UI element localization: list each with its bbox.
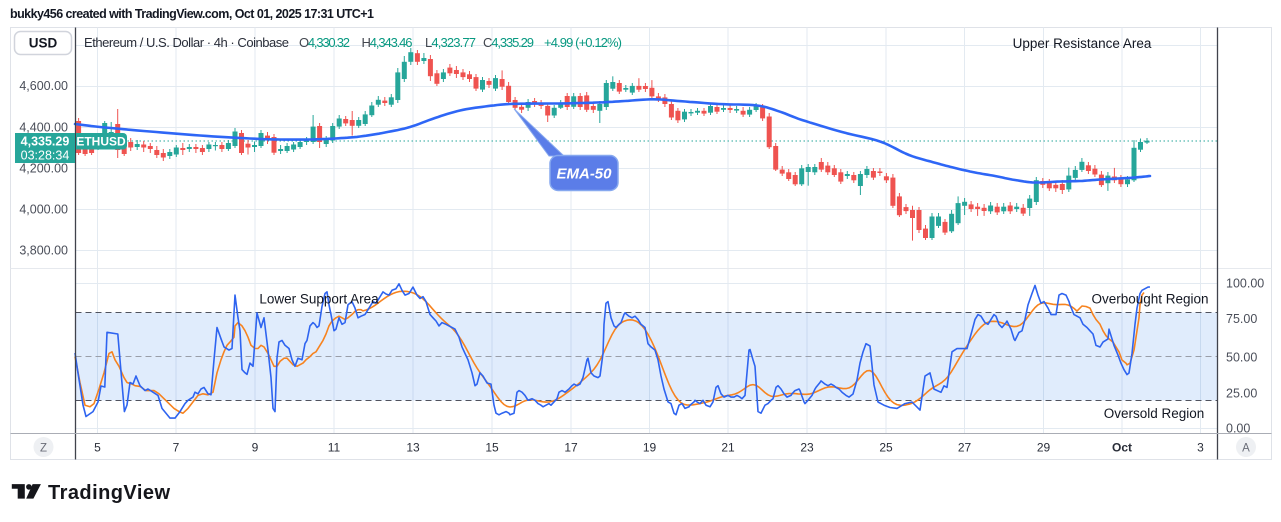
svg-text:25: 25	[879, 441, 893, 455]
svg-text:4,400.00: 4,400.00	[19, 121, 68, 135]
svg-text:O4,330.32: O4,330.32	[299, 35, 350, 50]
svg-text:USD: USD	[29, 36, 58, 51]
svg-text:4,335.29: 4,335.29	[21, 135, 70, 149]
svg-text:TradingView: TradingView	[48, 482, 170, 504]
svg-text:C4,335.29: C4,335.29	[483, 35, 534, 50]
svg-text:23: 23	[800, 441, 814, 455]
svg-text:4,000.00: 4,000.00	[19, 203, 68, 217]
svg-text:Lower Support Area: Lower Support Area	[259, 292, 379, 307]
svg-text:4,200.00: 4,200.00	[19, 162, 68, 176]
svg-text:4,600.00: 4,600.00	[19, 79, 68, 93]
svg-text:29: 29	[1037, 441, 1051, 455]
svg-text:27: 27	[958, 441, 972, 455]
svg-text:L4,323.77: L4,323.77	[425, 35, 476, 50]
svg-text:bukky456 created with TradingV: bukky456 created with TradingView.com, O…	[10, 7, 374, 21]
svg-text:7: 7	[173, 441, 180, 455]
svg-text:5: 5	[94, 441, 101, 455]
svg-text:03:28:34: 03:28:34	[21, 149, 70, 163]
svg-text:75.00: 75.00	[1226, 312, 1257, 326]
svg-text:0.00: 0.00	[1226, 422, 1250, 436]
svg-text:EMA-50: EMA-50	[556, 166, 612, 183]
svg-text:13: 13	[406, 441, 420, 455]
svg-text:Oct: Oct	[1112, 441, 1132, 455]
svg-text:9: 9	[252, 441, 259, 455]
svg-text:Z: Z	[40, 443, 47, 455]
svg-text:25.00: 25.00	[1226, 387, 1257, 401]
svg-text:Ethereum / U.S. Dollar · 4h ·: Ethereum / U.S. Dollar · 4h · Coinbase	[84, 35, 289, 50]
svg-text:+4.99 (+0.12%): +4.99 (+0.12%)	[544, 35, 622, 50]
svg-text:A: A	[1242, 443, 1250, 455]
svg-text:19: 19	[643, 441, 657, 455]
svg-text:Upper Resistance Area: Upper Resistance Area	[1013, 36, 1152, 51]
svg-text:H4,343.46: H4,343.46	[362, 35, 413, 50]
svg-text:Overbought Region: Overbought Region	[1091, 292, 1208, 307]
svg-text:Oversold Region: Oversold Region	[1104, 406, 1205, 421]
svg-text:100.00: 100.00	[1226, 277, 1264, 291]
svg-text:3: 3	[1197, 441, 1204, 455]
svg-text:3,800.00: 3,800.00	[19, 244, 68, 258]
svg-text:50.00: 50.00	[1226, 351, 1257, 365]
svg-text:21: 21	[721, 441, 735, 455]
svg-text:ETHUSD: ETHUSD	[76, 134, 126, 148]
svg-text:15: 15	[485, 441, 499, 455]
svg-text:11: 11	[328, 441, 341, 455]
svg-text:17: 17	[564, 441, 578, 455]
